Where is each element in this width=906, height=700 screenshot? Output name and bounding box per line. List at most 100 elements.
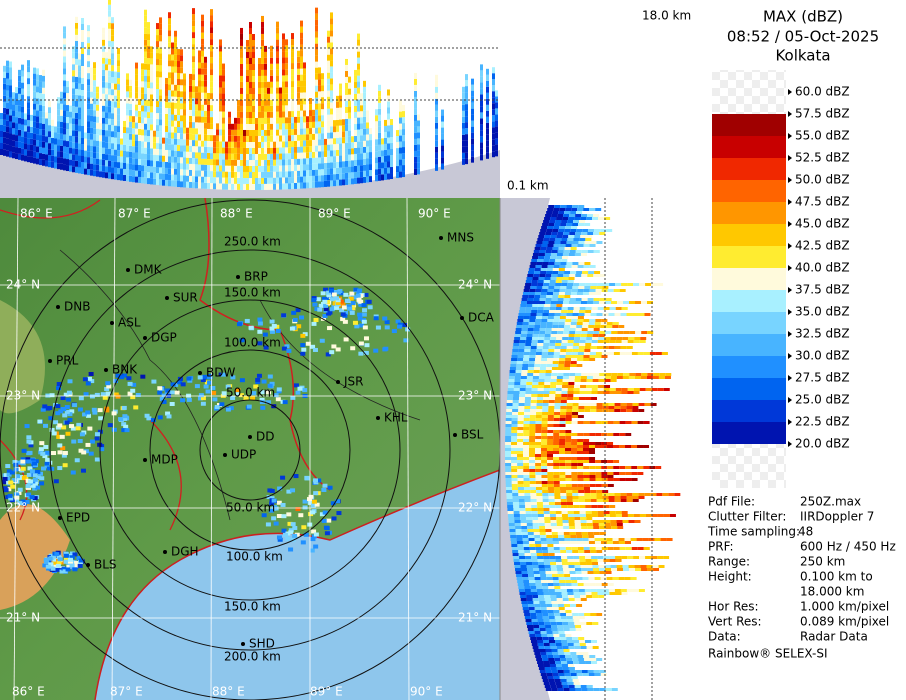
echo-cell [535, 448, 542, 451]
echo-cell [222, 93, 225, 100]
echo-cell [186, 397, 192, 402]
echo-cell [228, 183, 231, 190]
echo-cell [414, 102, 417, 109]
echo-cell [462, 104, 465, 111]
echo-cell [291, 51, 294, 58]
echo-cell [246, 39, 249, 46]
echo-cell [529, 427, 536, 430]
echo-cell [212, 397, 218, 402]
echo-cell [528, 361, 535, 364]
echo-cell [552, 271, 559, 274]
echo-cell [629, 568, 636, 571]
echo-cell [512, 349, 519, 352]
echo-cell [581, 373, 588, 376]
echo-cell [9, 121, 12, 128]
echo-cell [294, 164, 297, 171]
echo-cell [550, 622, 557, 625]
echo-cell [267, 135, 270, 142]
echo-cell [321, 127, 324, 134]
echo-cell [523, 460, 530, 463]
echo-cell [177, 103, 180, 110]
echo-cell [399, 165, 402, 172]
echo-cell [352, 320, 358, 325]
echo-cell [219, 57, 222, 64]
echo-cell [561, 394, 568, 397]
echo-cell [546, 631, 553, 634]
echo-cell [593, 373, 600, 376]
echo-cell [330, 156, 333, 163]
echo-cell [615, 388, 622, 391]
echo-cell [593, 568, 600, 571]
echo-cell [592, 646, 599, 649]
echo-cell [258, 87, 261, 94]
echo-cell [222, 129, 225, 136]
echo-cell [144, 75, 147, 82]
echo-cell [542, 499, 549, 502]
echo-cell [549, 514, 556, 517]
echo-cell [559, 415, 566, 418]
echo-cell [583, 475, 590, 478]
echo-cell [201, 14, 204, 21]
echo-cell [511, 415, 518, 418]
echo-cell [249, 123, 252, 130]
echo-cell [276, 39, 279, 46]
echo-cell [240, 171, 243, 178]
echo-cell [622, 520, 629, 523]
echo-cell [354, 165, 357, 172]
echo-cell [156, 173, 159, 180]
echo-cell [523, 478, 530, 481]
echo-cell [360, 117, 363, 124]
echo-cell [556, 646, 563, 649]
echo-cell [555, 664, 562, 667]
echo-cell [75, 64, 78, 71]
echo-cell [603, 592, 610, 595]
echo-cell [414, 120, 417, 127]
echo-cell [141, 99, 144, 106]
echo-cell [63, 50, 66, 57]
echo-cell [566, 640, 573, 643]
echo-cell [643, 466, 650, 469]
echo-cell [549, 682, 556, 685]
echo-cell [111, 131, 114, 138]
echo-cell [614, 313, 621, 316]
terrain [0, 300, 45, 414]
echo-cell [544, 337, 551, 340]
district-line [59, 249, 421, 521]
echo-cell [132, 176, 135, 183]
echo-cell [123, 126, 126, 133]
echo-cell [60, 139, 63, 146]
echo-cell [414, 138, 417, 145]
echo-cell [180, 115, 183, 122]
echo-cell [390, 131, 393, 138]
echo-cell [548, 550, 555, 553]
echo-cell [261, 33, 264, 40]
echo-cell [522, 541, 529, 544]
echo-cell [345, 106, 348, 113]
echo-cell [330, 162, 333, 169]
echo-cell [297, 80, 300, 87]
echo-cell [159, 83, 162, 90]
echo-cell [246, 117, 249, 124]
echo-cell [261, 87, 264, 94]
echo-cell [177, 109, 180, 116]
echo-cell [555, 310, 562, 313]
echo-cell [327, 66, 330, 73]
echo-cell [568, 301, 575, 304]
echo-cell [571, 415, 578, 418]
echo-cell [210, 15, 213, 22]
echo-cell [559, 355, 566, 358]
echo-cell [108, 160, 111, 167]
echo-cell [605, 298, 612, 301]
echo-cell [78, 161, 81, 168]
echo-cell [399, 153, 402, 160]
echo-cell [339, 149, 342, 156]
echo-cell [585, 238, 592, 241]
echo-cell [303, 86, 306, 93]
echo-cell [541, 481, 548, 484]
echo-cell [563, 670, 570, 673]
echo-cell [531, 508, 538, 511]
echo-cell [90, 67, 93, 74]
echo-cell [198, 98, 201, 105]
echo-cell [261, 105, 264, 112]
echo-cell [587, 232, 594, 235]
